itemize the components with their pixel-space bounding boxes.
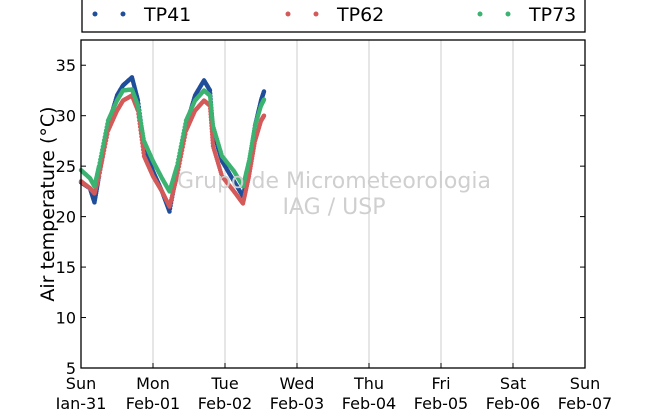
y-tick-label: 20 [56,208,76,227]
x-tick-label-day: Thu [353,374,384,393]
y-tick-label: 5 [66,359,76,378]
grid-lines [152,40,514,368]
x-tick-label-day: Wed [280,374,315,393]
legend-label: TP62 [336,4,384,26]
x-tick-label-date: Feb-02 [198,394,252,409]
y-tick-label: 10 [56,309,76,328]
legend-label: TP73 [528,4,576,26]
data-points [78,75,267,214]
data-point-TP62 [140,147,146,152]
data-point-TP62 [261,113,267,118]
x-tick-label-date: Feb-06 [486,394,540,409]
x-tick-label-date: Feb-03 [270,394,324,409]
watermark-line-1: Grupo de Micrometeorologia [177,169,491,194]
y-axis: 5 10 15 20 25 30 35 [56,56,585,378]
series-TP73 [78,87,267,194]
watermark-line-2: IAG / USP [283,195,386,220]
legend-marker [505,11,511,17]
legend-marker [285,11,291,17]
y-tick-label: 25 [56,157,76,176]
x-tick-label-date: Feb-07 [558,394,612,409]
y-tick-label: 30 [56,107,76,126]
legend-box [81,0,586,33]
x-tick-label-day: Tue [210,374,238,393]
plot-frame [80,39,586,369]
x-tick-label-date: Feb-05 [414,394,468,409]
data-point-TP73 [261,97,267,102]
legend-marker [120,11,126,17]
x-axis: SunJan-31MonFeb-01TueFeb-02WedFeb-03ThuF… [55,363,612,409]
y-tick-label: 35 [56,56,76,75]
x-tick-label-day: Sun [66,374,96,393]
y-axis-label: Air temperature (°C) [37,106,59,301]
y-tick-label: 15 [56,258,76,277]
x-tick-label-day: Fri [431,374,450,393]
x-tick-label-date: Jan-31 [55,394,107,409]
x-tick-label-day: Sat [500,374,526,393]
legend: TP41 TP62 TP73 [81,0,586,33]
legend-marker [477,11,483,17]
x-tick-label-date: Feb-01 [126,394,180,409]
legend-marker [92,11,98,17]
legend-label: TP41 [143,4,191,26]
legend-marker [313,11,319,17]
data-point-TP41 [261,89,267,94]
legend-items: TP41 TP62 TP73 [92,4,576,26]
x-tick-label-date: Feb-04 [342,394,396,409]
data-point-TP62 [141,150,146,156]
x-tick-label-day: Mon [136,374,170,393]
x-tick-label-day: Sun [570,374,600,393]
